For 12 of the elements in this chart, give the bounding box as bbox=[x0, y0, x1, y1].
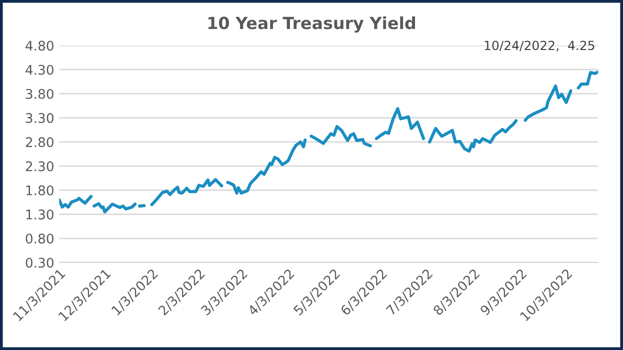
y-tick-label: 4.30 bbox=[26, 64, 54, 75]
y-tick-label: 0.30 bbox=[26, 258, 54, 268]
chart-title: 10 Year Treasury Yield bbox=[208, 16, 416, 33]
y-tick-label: 3.30 bbox=[26, 113, 54, 124]
y-tick-label: 1.30 bbox=[26, 210, 54, 220]
y-tick-label: 4.80 bbox=[26, 40, 54, 51]
y-tick-label: 2.30 bbox=[26, 161, 54, 172]
y-tick-label: 2.80 bbox=[26, 137, 54, 148]
y-tick-label: 3.80 bbox=[26, 88, 54, 99]
annotation: 10/24/2022, 4.25 bbox=[484, 40, 594, 52]
y-tick-label: 1.80 bbox=[26, 185, 54, 196]
y-tick-label: 0.80 bbox=[26, 234, 54, 244]
